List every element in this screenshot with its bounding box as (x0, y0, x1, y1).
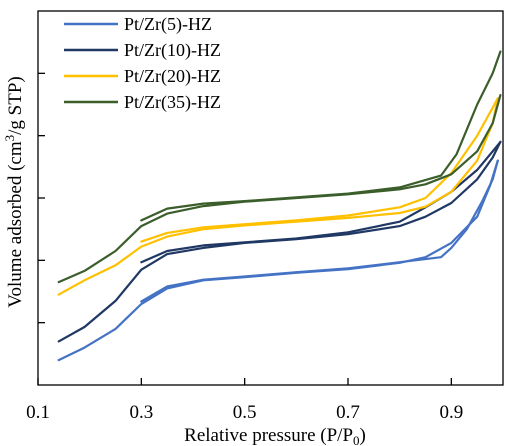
legend-item: Pt/Zr(10)-HZ (64, 40, 221, 61)
series-3 (57, 97, 499, 296)
plot-frame (37, 10, 504, 386)
x-axis-ticks: 0.1 0.3 0.5 0.7 0.9 (26, 378, 463, 423)
legend-label: Pt/Zr(35)-HZ (124, 92, 221, 113)
x-tick-label: 0.5 (233, 402, 257, 423)
series-2 (57, 140, 502, 343)
series-3-desorption-branch (140, 97, 499, 243)
series-3-adsorption-branch (57, 97, 499, 296)
series-4-desorption-branch (140, 50, 502, 222)
series-4 (57, 50, 502, 284)
x-axis-title: Relative pressure (P/P0) (184, 425, 366, 446)
x-tick-label: 0.1 (26, 402, 50, 423)
series-2-desorption-branch (140, 140, 502, 264)
series-1 (57, 159, 499, 362)
y-axis-ticks (38, 72, 45, 324)
legend-label: Pt/Zr(10)-HZ (124, 40, 221, 61)
legend-label: Pt/Zr(20)-HZ (124, 66, 221, 87)
x-tick-label: 0.7 (336, 402, 360, 423)
legend-item: Pt/Zr(5)-HZ (64, 14, 212, 35)
legend-item: Pt/Zr(20)-HZ (64, 66, 221, 87)
legend-label: Pt/Zr(5)-HZ (124, 14, 212, 35)
series-lines (57, 50, 502, 362)
x-tick-label: 0.3 (129, 402, 153, 423)
y-axis-title: Volume adsorbed (cm3/g STP) (2, 76, 26, 308)
legend-item: Pt/Zr(35)-HZ (64, 92, 221, 113)
legend: Pt/Zr(5)-HZ Pt/Zr(10)-HZ Pt/Zr(20)-HZ Pt/Zr… (64, 14, 221, 113)
x-tick-label: 0.9 (439, 402, 463, 423)
series-1-desorption-branch (140, 159, 499, 303)
